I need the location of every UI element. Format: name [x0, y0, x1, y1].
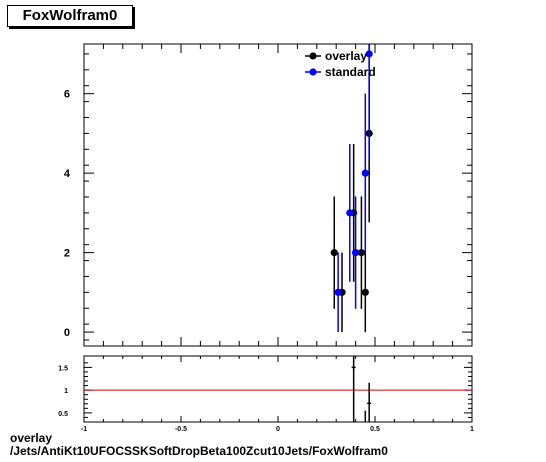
legend-marker	[309, 52, 317, 60]
standard-point	[361, 169, 369, 177]
standard-point	[346, 209, 354, 217]
ratio-y-tick-label: 1	[64, 388, 68, 395]
x-tick-label: -1	[81, 426, 87, 433]
caption-line-1: overlay	[10, 431, 53, 445]
overlay-point	[357, 249, 366, 257]
legend-label-standard: standard	[325, 65, 376, 79]
histogram-title: FoxWolfram0	[7, 5, 133, 27]
standard-point	[334, 288, 342, 296]
y-tick-label: 6	[64, 89, 70, 101]
y-tick-label: 2	[64, 248, 70, 260]
x-tick-label: 0.5	[370, 426, 380, 433]
ratio-y-tick-label: 0.5	[58, 411, 68, 418]
main-frame	[83, 43, 473, 347]
legend-label-overlay: overlay	[325, 49, 367, 63]
x-tick-label: 0	[276, 426, 280, 433]
x-tick-label: 1	[470, 426, 474, 433]
caption-line-2: /Jets/AntiKt10UFOCSSKSoftDropBeta100Zcut…	[10, 444, 388, 458]
x-tick-label: -0.5	[175, 426, 187, 433]
legend-marker	[309, 68, 317, 76]
overlay-point	[330, 249, 338, 257]
y-tick-label: 4	[64, 168, 71, 180]
overlay-point	[361, 288, 369, 296]
standard-point	[352, 249, 360, 257]
y-tick-label: 0	[64, 327, 70, 339]
ratio-y-tick-label: 1.5	[58, 365, 68, 372]
ratio-frame	[83, 355, 473, 423]
standard-point	[365, 50, 373, 58]
legend: overlay standard	[305, 49, 376, 79]
caption: overlay /Jets/AntiKt10UFOCSSKSoftDropBet…	[10, 432, 388, 458]
